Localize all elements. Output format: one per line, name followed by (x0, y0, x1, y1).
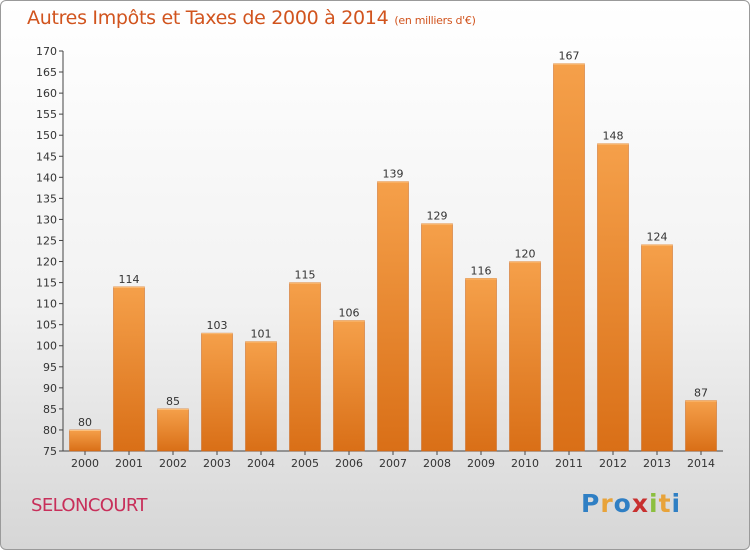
commune-name: SELONCOURT (31, 495, 148, 516)
y-tick-label: 85 (43, 403, 57, 416)
bar-2001 (113, 286, 145, 452)
x-tick-label: 2002 (159, 457, 187, 470)
bar-2014 (685, 400, 717, 452)
value-label: 80 (78, 416, 92, 429)
proxiti-logo: Proxiti (581, 489, 681, 518)
x-tick-label: 2003 (203, 457, 231, 470)
chart-title-text: Autres Impôts et Taxes de 2000 à 2014 (27, 7, 389, 29)
y-tick-label: 100 (36, 340, 57, 353)
x-tick-label: 2004 (247, 457, 275, 470)
y-tick-label: 90 (43, 382, 57, 395)
value-label: 148 (603, 130, 624, 143)
y-tick-label: 165 (36, 66, 57, 79)
x-tick-label: 2011 (555, 457, 583, 470)
logo-letter: x (631, 489, 649, 518)
logo-letter: P (581, 489, 601, 518)
x-tick-label: 2001 (115, 457, 143, 470)
value-label: 101 (251, 328, 272, 341)
y-tick-label: 160 (36, 87, 57, 100)
bar-2004 (245, 341, 277, 452)
logo-letter: i (671, 489, 682, 518)
y-tick-label: 140 (36, 171, 57, 184)
value-label: 116 (471, 264, 492, 277)
value-label: 103 (207, 319, 228, 332)
logo-letter: i (649, 489, 659, 518)
logo-letter: o (613, 489, 632, 518)
x-tick-label: 2009 (467, 457, 495, 470)
bar-chart: 75 80 85 90 95 100 105 110 115 120 125 130 135 140 145… (36, 45, 723, 470)
bar-2002 (157, 408, 189, 452)
x-tick-label: 2007 (379, 457, 407, 470)
bar-2013 (641, 244, 673, 452)
y-tick-label: 75 (43, 445, 57, 458)
x-tick-label: 2006 (335, 457, 363, 470)
x-tick-label: 2008 (423, 457, 451, 470)
y-tick-label: 105 (36, 319, 57, 332)
bar-2007 (377, 181, 409, 452)
value-label: 85 (166, 395, 180, 408)
value-label: 87 (694, 386, 708, 399)
x-tick-label: 2000 (71, 457, 99, 470)
x-tick-label: 2014 (687, 457, 715, 470)
value-label: 129 (427, 210, 448, 223)
bar-2010 (509, 261, 541, 452)
bar-2011 (553, 63, 585, 452)
y-tick-label: 125 (36, 234, 57, 247)
bar-2000 (69, 429, 101, 452)
bar-2005 (289, 282, 321, 452)
y-tick-label: 115 (36, 277, 57, 290)
chart-bars: 80 114 85 103 101 115 106 139 129 116 120 167 148 124… (69, 50, 717, 452)
value-label: 124 (647, 231, 668, 244)
y-tick-label: 130 (36, 213, 57, 226)
x-tick-label: 2012 (599, 457, 627, 470)
y-tick-label: 135 (36, 192, 57, 205)
x-tick-label: 2013 (643, 457, 671, 470)
logo-letter: r (600, 489, 614, 518)
value-label: 139 (383, 168, 404, 181)
value-label: 115 (295, 269, 316, 282)
x-tick-label: 2010 (511, 457, 539, 470)
x-tick-label: 2005 (291, 457, 319, 470)
chart-title: Autres Impôts et Taxes de 2000 à 2014 (en… (27, 7, 476, 29)
chart-subtitle: (en milliers d'€) (394, 14, 476, 27)
y-tick-label: 150 (36, 129, 57, 142)
y-tick-label: 120 (36, 256, 57, 269)
y-tick-label: 110 (36, 298, 57, 311)
value-label: 114 (119, 273, 140, 286)
bar-2006 (333, 320, 365, 452)
y-tick-label: 155 (36, 108, 57, 121)
y-tick-label: 80 (43, 424, 57, 437)
bar-2009 (465, 278, 497, 452)
bar-2008 (421, 223, 453, 452)
y-tick-label: 170 (36, 45, 57, 58)
y-tick-label: 95 (43, 361, 57, 374)
value-label: 120 (515, 248, 536, 261)
bar-2003 (201, 332, 233, 452)
value-label: 106 (339, 306, 360, 319)
y-tick-label: 145 (36, 150, 57, 163)
logo-letter: t (658, 489, 672, 518)
bar-2012 (597, 143, 629, 452)
value-label: 167 (559, 50, 580, 63)
